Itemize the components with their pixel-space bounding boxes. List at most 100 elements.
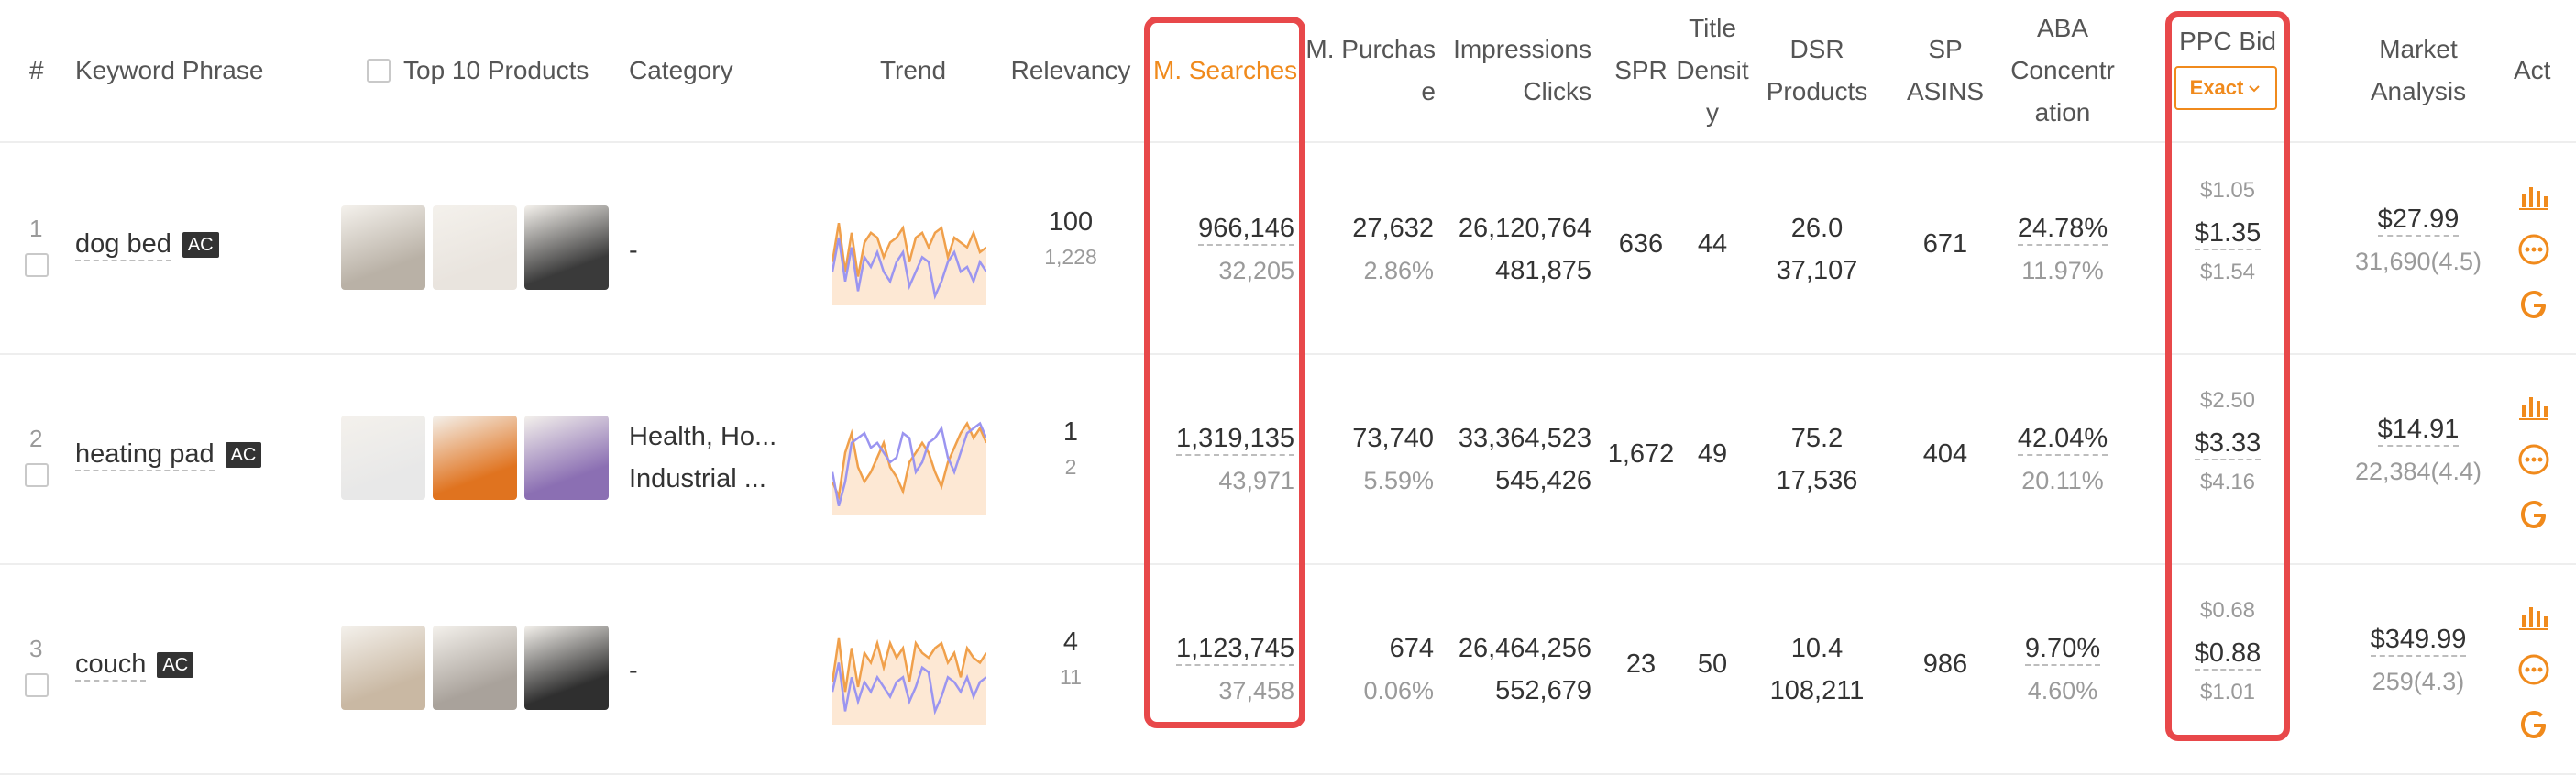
market-reviews: 259(4.3) <box>2372 668 2465 695</box>
dsr-products-cell: 75.2 17,536 <box>1756 417 1877 502</box>
keyword-link[interactable]: dog bed <box>75 229 171 261</box>
relevancy-value: 4 <box>1062 627 1079 657</box>
ppc-suggested[interactable]: $1.35 <box>2194 218 2262 250</box>
ppc-cell: $2.50 $3.33 $4.16 <box>2173 388 2283 495</box>
relevancy-cell: 100 1,228 <box>1016 207 1126 270</box>
dsr-value: 75.2 <box>1790 424 1844 453</box>
product-thumbnail[interactable] <box>433 416 517 500</box>
trend-line-searches <box>832 420 986 501</box>
header-spr[interactable]: SPR <box>1614 56 1668 84</box>
products-value: 17,536 <box>1776 466 1858 495</box>
header-keyword-phrase[interactable]: Keyword Phrase <box>75 56 264 84</box>
keyword-link[interactable]: heating pad <box>75 439 215 471</box>
header-aba-line1: ABA <box>2036 14 2089 42</box>
aba-value[interactable]: 42.04% <box>2017 424 2108 456</box>
market-price[interactable]: $14.91 <box>2377 415 2460 447</box>
more-circle-icon[interactable] <box>2517 653 2550 686</box>
products-value: 108,211 <box>1769 676 1865 705</box>
market-price[interactable]: $27.99 <box>2377 205 2460 237</box>
ppc-cell: $1.05 $1.35 $1.54 <box>2173 178 2283 285</box>
google-icon[interactable] <box>2517 498 2550 531</box>
msearches-value[interactable]: 1,123,745 <box>1175 634 1294 666</box>
relevancy-value: 100 <box>1048 207 1094 237</box>
category-line: Health, Ho... <box>629 422 777 451</box>
google-icon[interactable] <box>2517 708 2550 741</box>
aba-value[interactable]: 9.70% <box>2024 634 2101 666</box>
google-icon[interactable] <box>2517 288 2550 321</box>
product-thumbnail[interactable] <box>433 626 517 710</box>
header-title-line2: Densit <box>1676 56 1749 84</box>
top10-toggle-checkbox[interactable] <box>367 59 391 83</box>
header-ppc-bid[interactable]: PPC Bid <box>2179 27 2276 55</box>
impressions-clicks-cell: 33,364,523 545,426 <box>1441 417 1591 502</box>
header-impressions-clicks[interactable]: Impressions Clicks <box>1448 0 1591 141</box>
ppc-high: $1.01 <box>2199 680 2256 704</box>
row-index: 2 <box>29 425 43 452</box>
bar-chart-icon[interactable] <box>2517 390 2550 423</box>
msearches-sub: 32,205 <box>1218 257 1294 284</box>
mpurchase-cell: 27,632 2.86% <box>1302 207 1434 292</box>
product-thumbnail[interactable] <box>524 416 609 500</box>
trend-sparkline[interactable] <box>832 620 986 725</box>
product-thumbnail[interactable] <box>524 205 609 290</box>
impressions-value: 26,464,256 <box>1458 634 1591 663</box>
header-asins: ASINS <box>1906 77 1985 105</box>
row-select-checkbox[interactable] <box>25 253 49 277</box>
bar-chart-icon[interactable] <box>2517 600 2550 633</box>
header-sp-asins[interactable]: SP ASINS <box>1899 0 1991 141</box>
ppc-low: $0.68 <box>2199 598 2256 623</box>
dsr-value: 26.0 <box>1790 214 1844 243</box>
product-thumbnail[interactable] <box>341 416 425 500</box>
market-analysis-cell: $27.99 31,690(4.5) <box>2347 198 2490 283</box>
trend-area <box>832 637 986 725</box>
title-density-value: 49 <box>1697 439 1728 469</box>
aba-sub: 11.97% <box>2021 257 2104 284</box>
clicks-value: 545,426 <box>1495 466 1591 495</box>
category-line: Industrial ... <box>629 464 766 493</box>
row-select-checkbox[interactable] <box>25 673 49 697</box>
bar-chart-icon[interactable] <box>2517 180 2550 213</box>
header-category[interactable]: Category <box>629 56 733 84</box>
clicks-value: 481,875 <box>1495 256 1591 285</box>
relevancy-cell: 4 11 <box>1016 627 1126 690</box>
more-circle-icon[interactable] <box>2517 443 2550 476</box>
sp-asins-value: 671 <box>1922 229 1968 259</box>
market-price[interactable]: $349.99 <box>2370 625 2467 657</box>
header-market-line2: Analysis <box>2370 77 2467 105</box>
product-thumbnail[interactable] <box>433 205 517 290</box>
keyword-link[interactable]: couch <box>75 649 147 682</box>
header-title-density[interactable]: Title Densit y <box>1674 0 1751 141</box>
header-dsr-products[interactable]: DSR Products <box>1760 0 1874 141</box>
spr-value: 636 <box>1618 229 1664 259</box>
product-thumbnail[interactable] <box>341 205 425 290</box>
header-relevancy[interactable]: Relevancy <box>1010 56 1131 84</box>
spr-value: 1,672 <box>1607 439 1675 469</box>
product-thumbnail[interactable] <box>341 626 425 710</box>
aba-cell: 9.70% 4.60% <box>1998 627 2127 712</box>
aba-value[interactable]: 24.78% <box>2017 214 2108 246</box>
keyword-cell: couch AC <box>75 649 194 682</box>
header-top10: Top 10 Products <box>367 0 623 141</box>
ppc-suggested[interactable]: $0.88 <box>2194 638 2262 671</box>
header-market-analysis[interactable]: Market Analysis <box>2347 0 2490 141</box>
ppc-match-type-select[interactable]: Exact <box>2174 66 2277 110</box>
trend-sparkline[interactable] <box>832 410 986 515</box>
ac-badge: AC <box>225 442 262 469</box>
mpurchase-value: 674 <box>1389 634 1434 663</box>
clicks-value: 552,679 <box>1495 676 1591 705</box>
msearches-value[interactable]: 966,146 <box>1198 214 1294 246</box>
product-thumbnail[interactable] <box>524 626 609 710</box>
header-aba-concentration[interactable]: ABA Concentr ation <box>1998 0 2127 141</box>
header-index: # <box>29 56 44 84</box>
trend-sparkline[interactable] <box>832 200 986 305</box>
msearches-value[interactable]: 1,319,135 <box>1175 424 1294 456</box>
row-index: 3 <box>29 635 43 662</box>
relevancy-cell: 1 2 <box>1016 417 1126 480</box>
trend-area <box>832 423 986 515</box>
header-monthly-searches[interactable]: M. Searches <box>1153 56 1298 84</box>
msearches-sub: 37,458 <box>1218 677 1294 704</box>
row-select-checkbox[interactable] <box>25 463 49 487</box>
more-circle-icon[interactable] <box>2517 233 2550 266</box>
ppc-suggested[interactable]: $3.33 <box>2194 428 2262 460</box>
header-monthly-purchase[interactable]: M. Purchas e <box>1304 0 1436 141</box>
